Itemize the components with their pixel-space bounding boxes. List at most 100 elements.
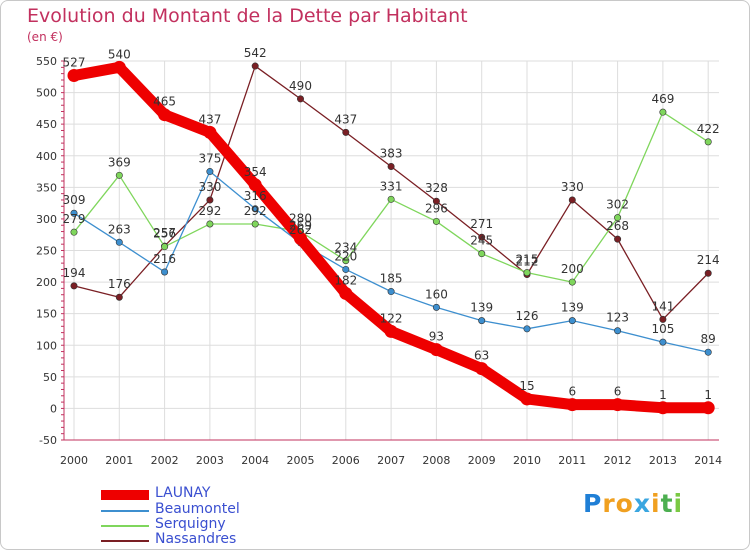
data-label-beaumontel: 262	[289, 223, 312, 237]
point-nassandres	[568, 196, 576, 204]
y-tick-label: 50	[43, 371, 57, 384]
point-beaumontel	[387, 288, 395, 296]
unit-label: (en €)	[27, 30, 63, 44]
data-label-nassandres: 271	[470, 217, 493, 231]
point-nassandres	[659, 315, 667, 323]
point-launay	[656, 401, 670, 415]
data-label-serquigny: 292	[244, 204, 267, 218]
data-label-launay: 6	[568, 385, 576, 399]
point-nassandres	[70, 282, 78, 290]
y-tick-label: 150	[36, 308, 57, 321]
data-label-beaumontel: 316	[244, 189, 267, 203]
point-beaumontel	[704, 348, 712, 356]
data-label-beaumontel: 220	[334, 249, 357, 263]
data-label-serquigny: 292	[198, 204, 221, 218]
data-label-serquigny: 469	[651, 92, 674, 106]
point-beaumontel	[432, 303, 440, 311]
data-label-nassandres: 212	[516, 255, 539, 269]
x-tick-label: 2009	[468, 454, 496, 467]
legend-swatch-launay	[101, 490, 149, 500]
y-tick-label: 0	[50, 402, 57, 415]
point-beaumontel	[614, 327, 622, 335]
data-label-serquigny: 331	[380, 179, 403, 193]
point-nassandres	[206, 196, 214, 204]
x-tick-label: 2013	[649, 454, 677, 467]
data-label-beaumontel: 375	[198, 152, 221, 166]
data-label-serquigny: 422	[697, 122, 720, 136]
point-beaumontel	[342, 265, 350, 273]
logo-letter: t	[660, 489, 674, 518]
point-launay	[67, 69, 81, 83]
point-serquigny	[206, 220, 214, 228]
data-label-serquigny: 296	[425, 201, 448, 215]
point-serquigny	[523, 269, 531, 277]
legend-label-launay: LAUNAY	[155, 485, 211, 501]
data-label-nassandres: 490	[289, 79, 312, 93]
point-beaumontel	[523, 325, 531, 333]
y-tick-label: 200	[36, 276, 57, 289]
point-beaumontel	[251, 205, 259, 213]
point-serquigny	[614, 214, 622, 222]
point-nassandres	[342, 128, 350, 136]
data-label-launay: 527	[63, 56, 86, 70]
data-label-nassandres: 194	[63, 266, 86, 280]
point-beaumontel	[70, 209, 78, 217]
data-label-nassandres: 328	[425, 181, 448, 195]
point-beaumontel	[115, 238, 123, 246]
x-tick-label: 2008	[422, 454, 450, 467]
point-beaumontel	[206, 168, 214, 176]
point-serquigny	[161, 243, 169, 251]
data-label-serquigny: 279	[63, 212, 86, 226]
legend-label-beaumontel: Beaumontel	[155, 501, 240, 517]
proxiti-logo: Proxiti	[583, 489, 683, 518]
point-beaumontel	[568, 317, 576, 325]
data-label-serquigny: 200	[561, 262, 584, 276]
logo-letter: P	[583, 489, 603, 518]
chart-title: Evolution du Montant de la Dette par Hab…	[27, 5, 468, 27]
x-tick-label: 2006	[332, 454, 360, 467]
point-serquigny	[659, 108, 667, 116]
point-launay	[565, 398, 579, 412]
data-label-launay: 122	[380, 311, 403, 325]
data-label-serquigny: 256	[153, 227, 176, 241]
y-tick-label: 300	[36, 213, 57, 226]
point-beaumontel	[161, 268, 169, 276]
point-serquigny	[704, 138, 712, 146]
data-label-serquigny: 280	[289, 212, 312, 226]
x-tick-label: 2004	[241, 454, 269, 467]
data-label-launay: 1	[704, 388, 712, 402]
point-serquigny	[478, 250, 486, 258]
legend-swatch-nassandres	[101, 540, 149, 542]
point-launay	[475, 362, 489, 376]
x-tick-label: 2003	[196, 454, 224, 467]
x-tick-label: 2002	[151, 454, 179, 467]
data-label-nassandres: 330	[561, 180, 584, 194]
data-label-launay: 354	[244, 165, 267, 179]
point-launay	[248, 178, 262, 192]
logo-letter: x	[633, 489, 651, 518]
data-label-serquigny: 302	[606, 198, 629, 212]
y-tick-label: 350	[36, 181, 57, 194]
point-beaumontel	[478, 317, 486, 325]
data-label-nassandres: 542	[244, 46, 267, 60]
axes: -50 0 50 100 150 200 250 300 350 400 450 500 550 2000…	[36, 55, 722, 467]
data-label-beaumontel: 185	[380, 272, 403, 286]
data-label-launay: 63	[474, 349, 489, 363]
data-labels: 194 176 257 330 542 490 437 383 328 271 212 330 268 1…	[63, 46, 720, 402]
y-tick-label: 500	[36, 87, 57, 100]
point-serquigny	[342, 257, 350, 265]
data-label-beaumontel: 309	[63, 193, 86, 207]
data-label-nassandres: 268	[606, 219, 629, 233]
data-label-beaumontel: 216	[153, 252, 176, 266]
data-label-launay: 540	[108, 47, 131, 61]
point-nassandres	[251, 62, 259, 70]
logo-letter: i	[651, 489, 661, 518]
logo-letter: i	[673, 489, 684, 518]
logo-letter: o	[615, 489, 634, 518]
point-launay	[611, 398, 625, 412]
point-nassandres	[115, 293, 123, 301]
data-label-beaumontel: 160	[425, 287, 448, 301]
data-label-serquigny: 234	[334, 241, 357, 255]
point-launay	[203, 125, 217, 139]
